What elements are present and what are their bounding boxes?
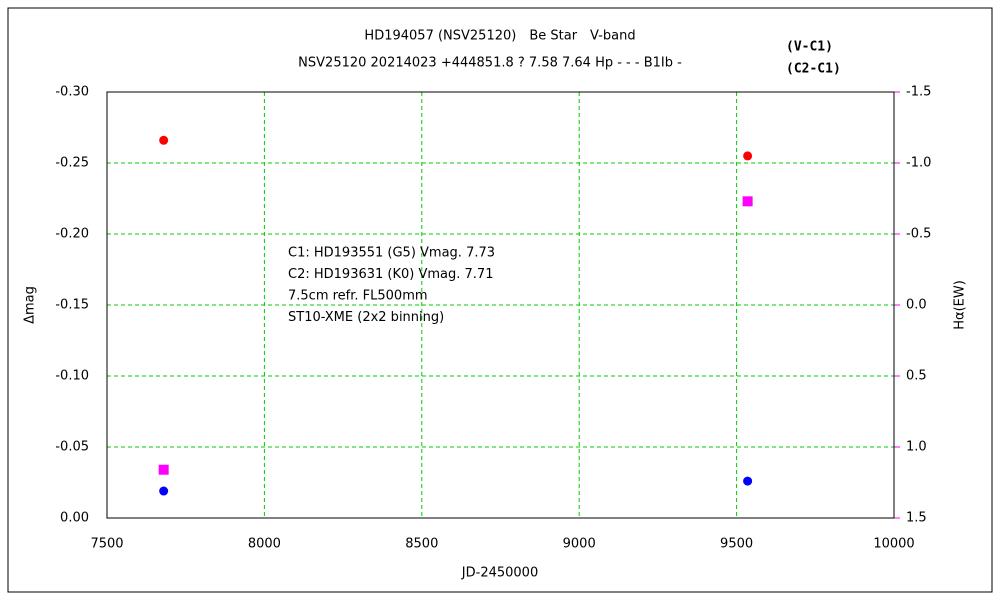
x-tick-label: 9500	[720, 537, 753, 552]
chart-subtitle: NSV25120 20214023 +444851.8 ? 7.58 7.64 …	[298, 56, 682, 71]
y2-axis-label: Hα(EW)	[953, 280, 968, 330]
x-tick-label: 7500	[90, 537, 123, 552]
point	[159, 486, 169, 496]
annotation: C1: HD193551 (G5) Vmag. 7.73	[288, 246, 495, 261]
y2-tick-label: 1.5	[906, 511, 927, 526]
y-tick-label: -0.30	[55, 85, 89, 100]
chart-title: HD194057 (NSV25120) Be Star V-band	[364, 29, 635, 44]
y2-tick-label: 0.0	[906, 298, 927, 313]
y-axis-label: Δmag	[23, 286, 38, 324]
y-tick-label: -0.10	[55, 369, 89, 384]
point	[743, 476, 753, 486]
point	[158, 464, 169, 475]
y2-tick-label: 1.0	[906, 440, 927, 455]
x-tick-label: 10000	[873, 537, 914, 552]
annotation: ST10-XME (2x2 binning)	[288, 310, 444, 325]
point	[743, 151, 753, 161]
annotation: C2: HD193631 (K0) Vmag. 7.71	[288, 267, 493, 282]
point	[742, 196, 753, 207]
y2-tick-label: -1.5	[906, 85, 931, 100]
y2-tick-label: -1.0	[906, 156, 931, 171]
legend-entry: (C2-C1)	[786, 62, 841, 77]
y-tick-label: -0.15	[55, 298, 89, 313]
x-axis-label: JD-2450000	[461, 566, 538, 581]
frame	[7, 7, 993, 593]
x-tick-label: 8500	[405, 537, 438, 552]
y-tick-label: -0.20	[55, 227, 89, 242]
point	[159, 135, 169, 145]
plot-area	[106, 91, 895, 519]
x-tick-label: 9000	[563, 537, 596, 552]
y-tick-label: -0.05	[55, 440, 89, 455]
y2-tick-label: -0.5	[906, 227, 931, 242]
y-tick-label: -0.25	[55, 156, 89, 171]
y-tick-label: 0.00	[60, 511, 89, 526]
y2-tick-label: 0.5	[906, 369, 927, 384]
annotation: 7.5cm refr. FL500mm	[288, 289, 428, 304]
x-tick-label: 8000	[248, 537, 281, 552]
legend-entry: (V-C1)	[786, 40, 833, 55]
